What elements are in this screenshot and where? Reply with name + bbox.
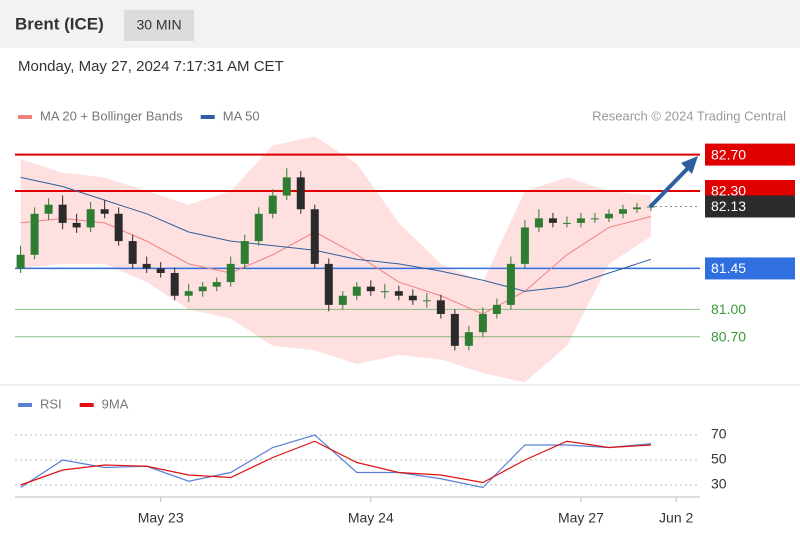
candle-body: [128, 241, 137, 264]
rsi-line: [20, 440, 652, 486]
level-badge: [705, 257, 795, 280]
candle-body: [44, 204, 53, 214]
candle-body: [352, 286, 361, 296]
candle-body: [30, 213, 39, 255]
candle-body: [478, 313, 487, 333]
level-label: 80.70: [711, 328, 746, 344]
candle-body: [632, 207, 641, 210]
interval-badge[interactable]: [124, 10, 194, 41]
forecast-arrow: [648, 164, 692, 209]
header-bar: [0, 0, 800, 48]
candle-body: [184, 291, 193, 296]
legend-swatch: [18, 115, 32, 119]
ma-line: [20, 216, 652, 315]
level-label: 82.70: [711, 146, 746, 162]
candle-body: [408, 295, 417, 301]
candle-body: [394, 291, 403, 296]
legend-label: 9MA: [102, 396, 129, 411]
level-label: 82.30: [711, 183, 746, 199]
candle-body: [338, 295, 347, 305]
source: Research © 2024 Trading Central: [592, 108, 786, 123]
candle-body: [296, 177, 305, 210]
candle-body: [212, 282, 221, 287]
y-tick-label: 70: [711, 426, 727, 442]
candle-body: [282, 177, 291, 196]
candle-body: [548, 218, 557, 223]
level-label: 81.45: [711, 260, 746, 276]
candle-body: [114, 213, 123, 242]
interval[interactable]: 30 MIN: [136, 17, 181, 33]
candle-body: [86, 209, 95, 228]
candle-body: [310, 209, 319, 264]
candle-body: [324, 263, 333, 305]
candle-body: [100, 209, 109, 214]
rsi-line: [20, 434, 652, 489]
x-tick-label: May 27: [558, 510, 604, 526]
candle-body: [520, 227, 529, 264]
bollinger-band: [20, 136, 651, 383]
level-label: 82.13: [711, 198, 746, 214]
x-tick-label: Jun 2: [659, 510, 693, 526]
y-tick-label: 30: [711, 476, 727, 492]
candle-body: [366, 286, 375, 292]
candle-body: [506, 263, 515, 305]
x-tick-label: May 24: [348, 510, 394, 526]
legend-swatch: [79, 403, 94, 407]
instrument-title: Brent (ICE): [15, 14, 104, 33]
candle-body: [156, 268, 165, 273]
legend-label: MA 50: [223, 108, 260, 123]
legend-label: RSI: [40, 396, 62, 411]
candle-body: [492, 304, 501, 314]
candle-body: [618, 209, 627, 214]
candle-body: [268, 195, 277, 214]
candle-body: [464, 332, 473, 346]
level-label: 81.00: [711, 301, 746, 317]
candle-body: [576, 218, 585, 223]
legend-swatch: [18, 403, 32, 407]
x-tick-label: May 23: [138, 510, 184, 526]
forecast-arrow-head: [681, 156, 698, 174]
candle-body: [16, 254, 25, 269]
candle-body: [450, 313, 459, 346]
candle-body: [534, 218, 543, 228]
candle-body: [240, 241, 249, 264]
candle-body: [198, 286, 207, 292]
candle-body: [170, 272, 179, 296]
candle-body: [562, 222, 571, 224]
candle-body: [422, 300, 431, 302]
candle-body: [254, 213, 263, 242]
candle-body: [436, 300, 445, 314]
candle-body: [58, 204, 67, 223]
legend-swatch: [200, 115, 215, 119]
ma-line: [20, 176, 652, 292]
y-tick-label: 50: [711, 451, 727, 467]
candle-body: [590, 218, 599, 220]
level-badge: [705, 195, 795, 218]
candle-body: [226, 263, 235, 283]
timestamp: Monday, May 27, 2024 7:17:31 AM CET: [18, 58, 284, 75]
candle-body: [142, 263, 151, 269]
legend-label: MA 20 + Bollinger Bands: [40, 108, 183, 123]
candle-body: [72, 222, 81, 228]
candle-body: [380, 291, 389, 293]
candle-body: [604, 213, 613, 219]
level-badge: [705, 143, 795, 166]
